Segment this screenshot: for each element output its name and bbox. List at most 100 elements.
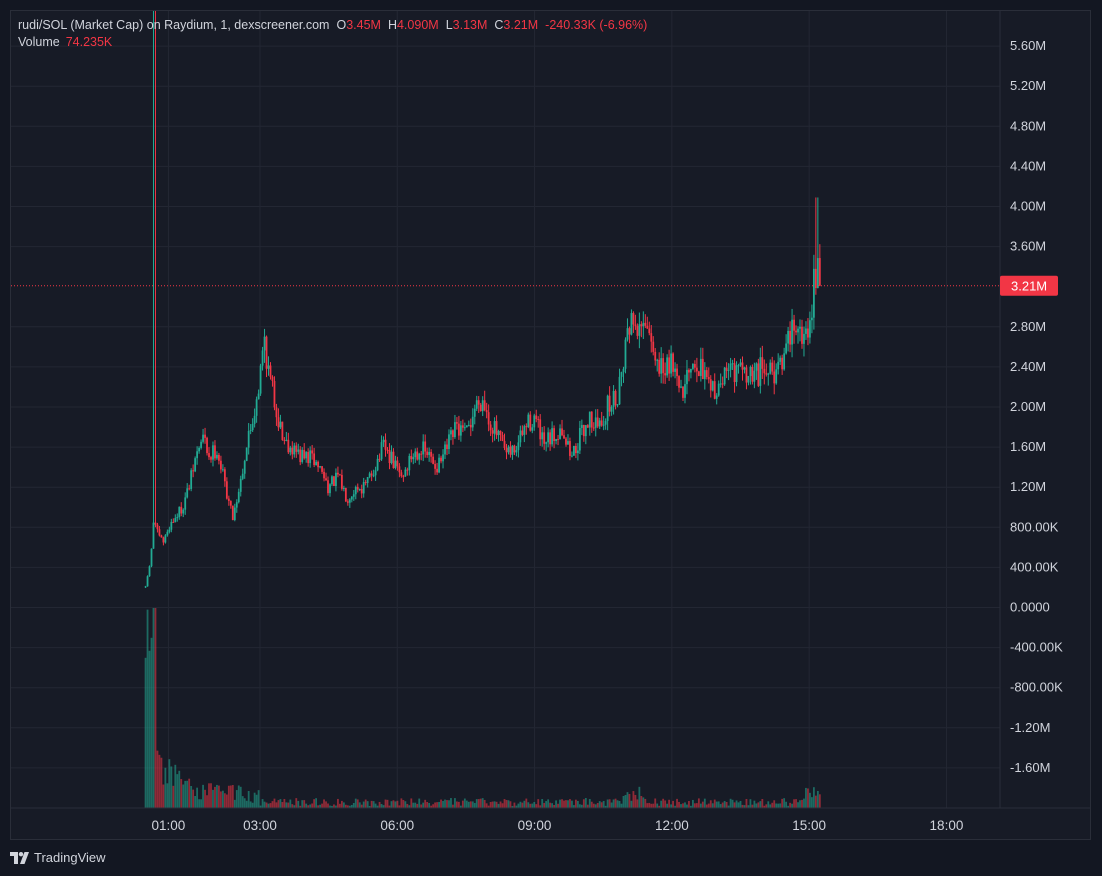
- candle-body: [176, 517, 179, 519]
- volume-bar: [342, 802, 345, 808]
- candle-body: [602, 424, 605, 426]
- candle-body: [628, 328, 631, 335]
- candle-body: [182, 509, 185, 514]
- volume-bar: [301, 800, 304, 808]
- candle-body: [348, 499, 351, 503]
- footer-brand[interactable]: TradingView: [10, 850, 106, 865]
- candle-body: [491, 430, 494, 434]
- candle-body: [781, 357, 784, 370]
- candle-body: [358, 489, 361, 491]
- volume-bar: [196, 787, 199, 808]
- volume-bar: [162, 784, 165, 808]
- candle-body: [795, 330, 797, 333]
- volume-bar: [283, 798, 286, 808]
- candle-body: [547, 432, 550, 443]
- volume-bar: [380, 804, 383, 808]
- candle-body: [517, 442, 520, 451]
- volume-bar: [204, 789, 206, 808]
- candle-body: [487, 412, 490, 425]
- volume-bar: [243, 798, 246, 808]
- volume-bar: [811, 797, 813, 808]
- volume-bar: [156, 750, 159, 808]
- volume-bar: [553, 805, 555, 808]
- volume-bar: [729, 798, 732, 808]
- volume-bar: [354, 798, 357, 808]
- candle-body: [684, 384, 686, 398]
- volume-label[interactable]: Volume: [18, 35, 60, 49]
- volume-bar: [769, 804, 772, 808]
- candle-body: [811, 317, 813, 321]
- candle-body: [664, 373, 667, 376]
- volume-bar: [775, 803, 778, 808]
- candle-body: [561, 428, 563, 436]
- symbol-title[interactable]: rudi/SOL (Market Cap) on Raydium, 1, dex…: [18, 18, 330, 32]
- volume-bar: [650, 803, 653, 808]
- volume-bar: [438, 801, 440, 808]
- volume-bar: [305, 803, 308, 808]
- volume-bar: [329, 805, 331, 808]
- volume-bar: [182, 784, 185, 808]
- candle-body: [265, 336, 268, 369]
- candle-body: [745, 367, 748, 383]
- chart-frame[interactable]: [10, 10, 1091, 840]
- candle-body: [467, 424, 470, 426]
- volume-bar: [174, 764, 177, 808]
- volume-bar: [317, 805, 319, 808]
- volume-bar: [333, 804, 335, 808]
- volume-bar: [420, 804, 423, 808]
- candle-body: [360, 489, 363, 494]
- volume-bar: [707, 803, 710, 808]
- volume-bar: [539, 805, 542, 808]
- time-axis[interactable]: 01:00 03:00 06:00 09:00 12:00 15:00 18:00: [11, 807, 1090, 833]
- volume-bar: [340, 800, 343, 808]
- candle-body: [644, 322, 647, 326]
- volume-bar: [184, 780, 187, 808]
- volume-bar: [771, 802, 774, 808]
- candle-body: [206, 437, 208, 454]
- volume-bar: [352, 802, 355, 808]
- candle-body: [261, 350, 264, 366]
- candle-body: [640, 324, 643, 327]
- candle-body: [680, 386, 682, 388]
- candle-body: [695, 367, 698, 372]
- candle-body: [701, 358, 704, 380]
- volume-bar: [521, 802, 524, 808]
- price-axis[interactable]: 5.60M 5.20M 4.80M 4.40M 4.00M 3.60M 2.80M 2.40M…: [999, 11, 1063, 808]
- volume-bar: [535, 804, 538, 808]
- candle-body: [442, 454, 444, 462]
- volume-bar: [144, 657, 147, 808]
- candle-body: [339, 474, 341, 476]
- candle-body: [616, 404, 619, 406]
- volume-bar: [634, 794, 637, 808]
- candle-body: [799, 326, 801, 329]
- candle-body: [370, 473, 373, 476]
- y-tick-label: 2.40M: [1010, 359, 1046, 374]
- candle-body: [507, 446, 510, 453]
- candle-body: [305, 452, 308, 459]
- volume-bar: [378, 801, 381, 808]
- candle-body: [688, 369, 690, 373]
- candle-body: [352, 494, 355, 497]
- volume-bar: [620, 803, 623, 808]
- volume-bar: [561, 799, 563, 808]
- volume-bar: [293, 805, 296, 808]
- candle-body: [658, 359, 661, 374]
- open-label: O: [336, 18, 347, 32]
- volume-bar: [648, 802, 651, 808]
- candle-body: [731, 363, 734, 365]
- candle-body: [636, 325, 639, 336]
- candle-body: [235, 502, 238, 508]
- volume-bar: [584, 798, 587, 808]
- volume-bar: [602, 800, 605, 808]
- volume-bar: [416, 803, 419, 808]
- volume-bar: [241, 796, 244, 808]
- volume-bar: [812, 787, 815, 808]
- candle-body: [354, 486, 357, 495]
- candle-body: [703, 370, 706, 380]
- x-tick-label: 18:00: [930, 818, 964, 833]
- candle-body: [779, 357, 782, 362]
- volume-bar: [755, 803, 758, 808]
- candle-body: [295, 445, 298, 452]
- volume-bar: [814, 795, 817, 808]
